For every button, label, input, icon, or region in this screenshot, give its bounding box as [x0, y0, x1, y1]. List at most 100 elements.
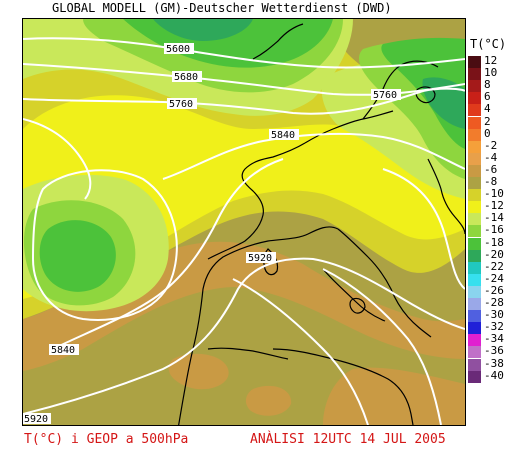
- isoline-east: [382, 168, 465, 290]
- legend-swatch: [468, 225, 481, 238]
- legend-row: -26: [468, 283, 520, 298]
- legend-row: -20: [468, 247, 520, 262]
- legend-swatch: [468, 104, 481, 117]
- legend-row: -30: [468, 308, 520, 323]
- legend-label: -22: [484, 259, 504, 273]
- legend-row: -22: [468, 259, 520, 274]
- label-box-5600: [164, 43, 194, 54]
- legend-swatch: [468, 128, 481, 141]
- legend-row: -40: [468, 368, 520, 383]
- isoline-far-northwest: [23, 118, 92, 200]
- legend-label: -6: [484, 162, 498, 176]
- temperature-geopotential-map: 5600 5680 5760 5840 5920 5760 5840 5920: [23, 19, 465, 425]
- legend-row: 12: [468, 55, 520, 68]
- legend-label: 2: [484, 114, 491, 128]
- isoline-label-5920-corner: 5920: [24, 414, 48, 425]
- isoline-5920: [23, 257, 465, 415]
- legend-swatch: [468, 140, 481, 153]
- legend-label: -38: [484, 356, 504, 370]
- field-minus6-patch-2: [245, 385, 292, 416]
- legend-row: 10: [468, 66, 520, 81]
- isoline-ring: [31, 169, 178, 321]
- legend-swatch: [468, 322, 481, 335]
- legend-row: 6: [468, 90, 520, 105]
- legend-swatch: [468, 237, 481, 250]
- footer: T(°C) i GEOP a 500hPa ANÀLISI 12UTC 14 J…: [0, 430, 520, 454]
- legend-row: 0: [468, 126, 520, 141]
- legend-label: 8: [484, 78, 491, 92]
- legend-label: -4: [484, 150, 498, 164]
- legend-row: -28: [468, 297, 520, 310]
- isoline-label-5840-north: 5840: [271, 130, 295, 141]
- legend-label: -20: [484, 247, 504, 261]
- label-box-5920-center: [246, 252, 276, 263]
- legend-swatch: [468, 285, 481, 298]
- legend-swatch: [468, 56, 481, 68]
- legend-swatch: [468, 116, 481, 129]
- legend-row: -32: [468, 320, 520, 335]
- isoline-label-5600: 5600: [166, 44, 190, 55]
- header: GLOBAL MODELL (GM)-Deutscher Wetterdiens…: [0, 0, 520, 18]
- legend-swatch: [468, 358, 481, 371]
- label-box-5680: [172, 71, 202, 82]
- legend-swatch: [468, 80, 481, 93]
- legend-swatch: [468, 201, 481, 214]
- legend-row: -10: [468, 187, 520, 202]
- isoline-southeast: [322, 268, 442, 425]
- legend-row: -12: [468, 200, 520, 214]
- legend-label: -36: [484, 344, 504, 358]
- isoline-label-5760-east: 5760: [373, 90, 397, 101]
- legend-row: 8: [468, 78, 520, 93]
- field-description: T(°C) i GEOP a 500hPa: [24, 432, 189, 447]
- legend-row: -2: [468, 139, 520, 153]
- legend-swatch: [468, 213, 481, 226]
- legend-label: 10: [484, 66, 498, 80]
- isoline-label-5760-west: 5760: [169, 99, 193, 110]
- isoline-label-5680: 5680: [174, 72, 198, 83]
- legend-label: 6: [484, 90, 491, 104]
- map-title: GLOBAL MODELL (GM)-Deutscher Wetterdiens…: [52, 1, 392, 15]
- legend-label: -24: [484, 271, 504, 285]
- legend-row: -34: [468, 332, 520, 347]
- analysis-time: ANÀLISI 12UTC 14 JUL 2005: [250, 432, 446, 447]
- map-panel: 5600 5680 5760 5840 5920 5760 5840 5920: [22, 18, 466, 426]
- legend-label: -32: [484, 320, 504, 334]
- isoline-label-5840-west: 5840: [51, 345, 75, 356]
- legend-swatch: [468, 152, 481, 165]
- legend-swatch: [468, 298, 481, 310]
- label-box-5920-corner: [23, 413, 51, 424]
- legend-row: -24: [468, 271, 520, 286]
- legend-row: -4: [468, 150, 520, 165]
- legend-swatch: [468, 92, 481, 105]
- legend-label: -10: [484, 187, 504, 201]
- legend-label: -30: [484, 308, 504, 322]
- field-minus18-west: [39, 220, 116, 292]
- isoline-5840-west: [52, 158, 284, 350]
- legend-swatch: [468, 273, 481, 286]
- legend-swatch: [468, 261, 481, 274]
- legend-unit: T(°C): [470, 37, 507, 51]
- label-box-5760-west: [167, 98, 197, 109]
- legend-label: -26: [484, 283, 504, 297]
- isoline-label-5920-center: 5920: [248, 253, 272, 264]
- isoline-labels: 5600 5680 5760 5840 5920 5760 5840 5920: [23, 43, 401, 425]
- legend-row: 2: [468, 114, 520, 129]
- legend-row: -6: [468, 162, 520, 177]
- legend-row: -18: [468, 236, 520, 250]
- legend-label: -34: [484, 332, 504, 346]
- legend-label: -8: [484, 175, 498, 188]
- label-box-5840-north: [269, 129, 299, 140]
- geopotential-isolines: [23, 37, 465, 425]
- legend-label: -16: [484, 223, 504, 237]
- legend-label: -14: [484, 211, 504, 225]
- legend-label: -40: [484, 368, 504, 382]
- isoline-5760: [23, 87, 465, 115]
- field-minus20-north: [153, 19, 253, 41]
- legend-row: 4: [468, 103, 520, 117]
- legend-label: 0: [484, 126, 491, 140]
- legend-swatch: [468, 334, 481, 347]
- legend-swatch: [468, 346, 481, 359]
- legend-swatch: [468, 68, 481, 81]
- legend-swatch: [468, 310, 481, 323]
- legend-row: -8: [468, 175, 520, 189]
